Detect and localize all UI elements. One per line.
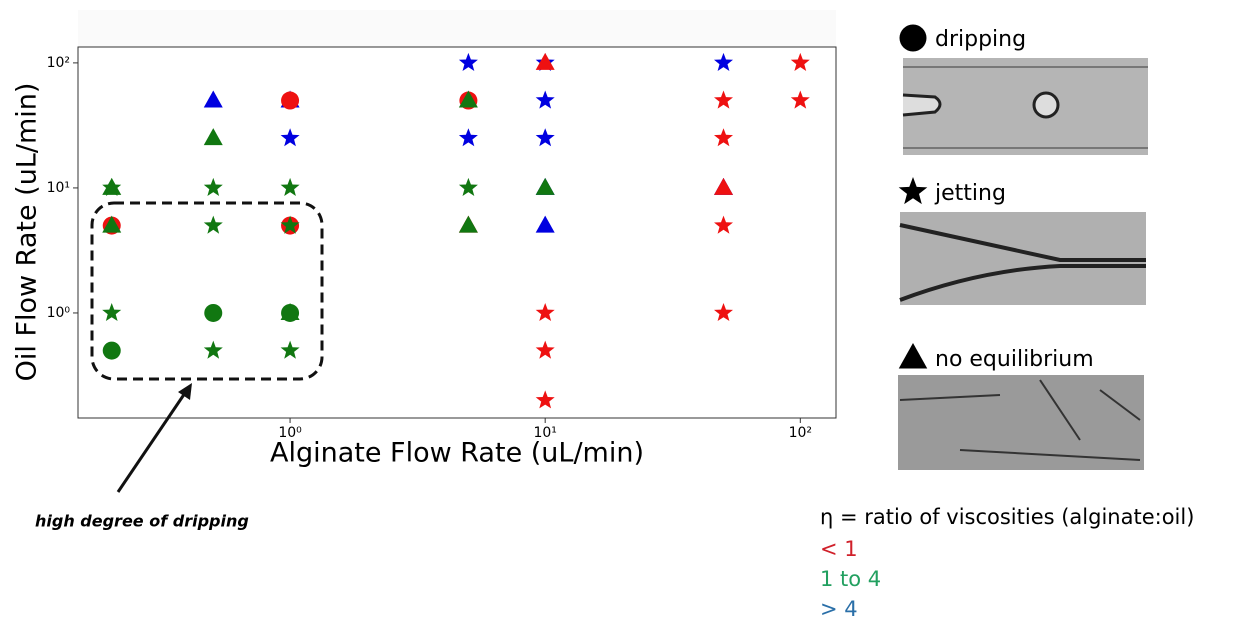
color-legend-entry: > 4: [820, 597, 858, 621]
legend-label: dripping: [935, 27, 1026, 52]
marker-circle: [900, 25, 927, 52]
micrograph-jetting: [900, 212, 1146, 305]
x-tick-label: 10¹: [533, 425, 556, 441]
marker-circle: [204, 304, 222, 322]
y-axis-label: Oil Flow Rate (uL/min): [12, 83, 43, 382]
marker-triangle: [899, 343, 928, 369]
micrograph-no-equilibrium: [898, 375, 1144, 470]
annotation: high degree of dripping: [35, 512, 249, 531]
marker-circle: [281, 92, 299, 110]
y-tick-label: 10⁰: [47, 305, 71, 321]
x-axis-label: Alginate Flow Rate (uL/min): [270, 438, 644, 469]
x-tick-label: 10⁰: [278, 425, 302, 441]
top-margin: [78, 10, 836, 47]
y-tick-label: 10²: [47, 55, 70, 71]
micrograph-dripping: [903, 58, 1148, 155]
color-legend-entry: 1 to 4: [820, 567, 881, 591]
legend-label: no equilibrium: [935, 347, 1094, 372]
marker-star: [899, 177, 928, 204]
legend-label: jetting: [934, 181, 1006, 206]
color-legend-entry: < 1: [820, 537, 858, 561]
color-legend-title: η = ratio of viscosities (alginate:oil): [820, 505, 1194, 529]
chart: Alginate Flow Rate (uL/min) Oil Flow Rat…: [0, 0, 1241, 624]
y-tick-label: 10¹: [47, 180, 70, 196]
x-tick-label: 10²: [789, 425, 812, 441]
marker-circle: [103, 342, 121, 360]
